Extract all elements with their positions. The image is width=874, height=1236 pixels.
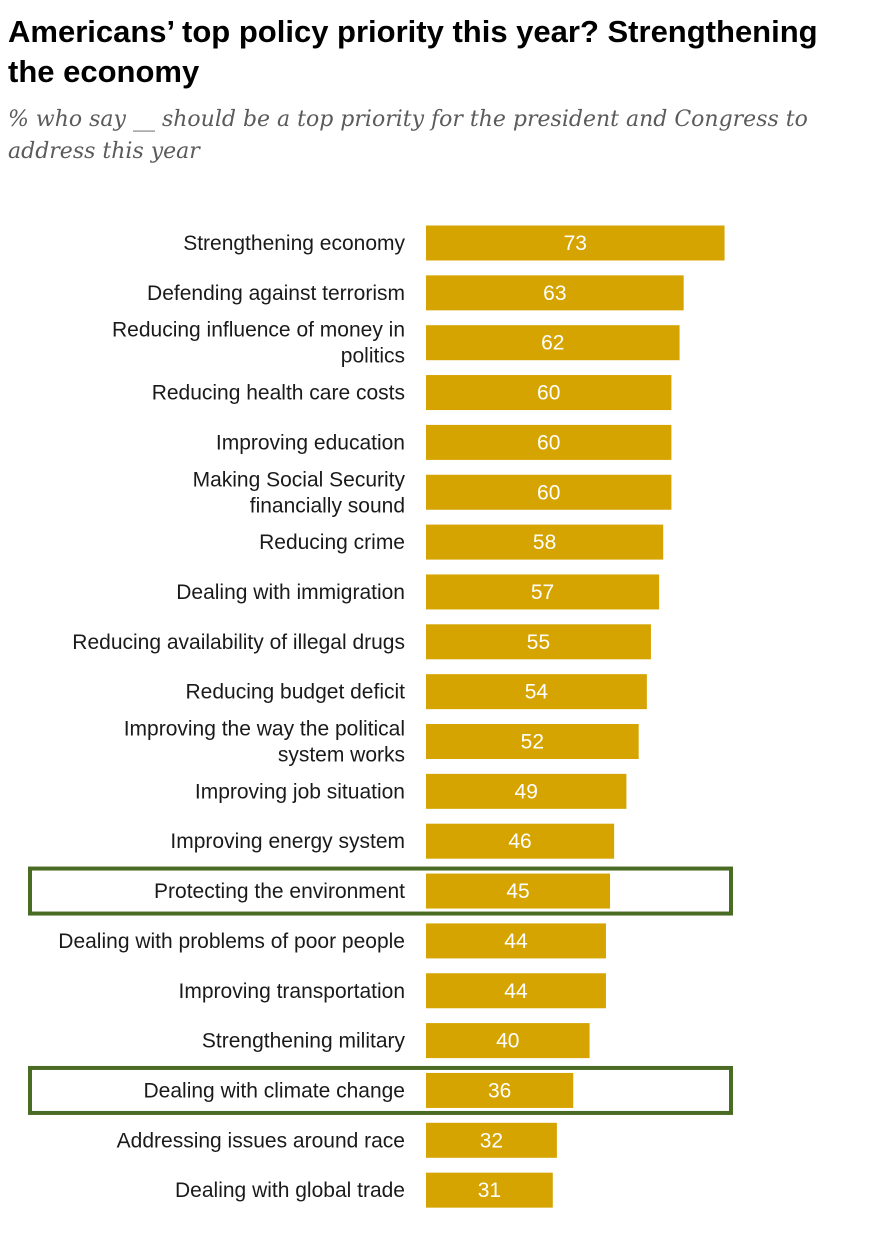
bar-value-label: 32	[480, 1129, 503, 1152]
category-label: Dealing with problems of poor people	[58, 930, 405, 953]
bar-value-label: 46	[508, 830, 531, 853]
bar-value-label: 73	[564, 232, 587, 255]
bar-value-label: 60	[537, 382, 560, 405]
bar	[426, 474, 672, 510]
bar	[426, 375, 672, 411]
bar	[426, 773, 627, 809]
bar-value-label: 55	[527, 631, 550, 654]
bar	[426, 1023, 590, 1059]
category-label: Addressing issues around race	[117, 1129, 405, 1152]
category-label: Dealing with immigration	[176, 581, 405, 604]
bar-row: 60 Making Social Security financially soun…	[193, 468, 672, 517]
bar	[426, 973, 606, 1009]
bar	[426, 524, 664, 560]
bar-value-label: 63	[543, 282, 566, 305]
bar-row: 73 Strengthening economy	[183, 225, 725, 261]
bar-row: 44 Dealing with problems of poor people	[58, 923, 606, 959]
bar-row: 52 Improving the way the political system …	[124, 718, 639, 767]
bar-value-label: 62	[541, 332, 564, 355]
bar-row: 63 Defending against terrorism	[147, 275, 684, 311]
bar-row: 44 Improving transportation	[179, 973, 606, 1009]
bar-row: 32 Addressing issues around race	[117, 1122, 557, 1158]
bar-value-label: 40	[496, 1030, 519, 1053]
bar-value-label: 45	[506, 880, 529, 903]
bar-value-label: 58	[533, 531, 556, 554]
bar-row: 60 Improving education	[216, 424, 672, 460]
bar-row: 57 Dealing with immigration	[176, 574, 660, 610]
bar-value-label: 44	[504, 980, 528, 1003]
category-label: Improving energy system	[170, 830, 405, 853]
category-label: Reducing availability of illegal drugs	[72, 631, 405, 654]
bar-row: 46 Improving energy system	[170, 823, 615, 859]
category-label: Reducing budget deficit	[186, 681, 406, 704]
bar-value-label: 54	[525, 681, 549, 704]
category-label: Strengthening military	[202, 1030, 406, 1053]
bar	[426, 574, 660, 610]
bar-row: 40 Strengthening military	[202, 1023, 590, 1059]
bar-row: 54 Reducing budget deficit	[186, 674, 647, 710]
bar	[426, 724, 639, 759]
bar-row: 36 Dealing with climate change	[28, 1065, 733, 1115]
bar-row: 62 Reducing influence of money in politics	[112, 319, 680, 368]
category-label: Improving education	[216, 431, 405, 454]
category-label: Protecting the environment	[154, 880, 405, 903]
bar-row: 60 Reducing health care costs	[152, 375, 672, 411]
category-label: Improving the way the political system wo…	[124, 718, 405, 767]
category-label: Improving job situation	[195, 780, 405, 803]
highlight-box	[28, 1065, 733, 1115]
bar	[426, 624, 651, 660]
bar-value-label: 31	[478, 1179, 501, 1202]
bar-row: 31 Dealing with global trade	[175, 1172, 553, 1208]
bar-value-label: 49	[515, 780, 538, 803]
category-label: Defending against terrorism	[147, 282, 405, 305]
bar	[426, 225, 725, 261]
category-label: Improving transportation	[179, 980, 405, 1003]
bar	[426, 325, 680, 361]
bar-value-label: 44	[504, 930, 528, 953]
bar-value-label: 52	[521, 731, 544, 754]
bar-row: 45 Protecting the environment	[28, 866, 733, 916]
category-label: Reducing health care costs	[152, 382, 405, 405]
bar	[426, 923, 606, 959]
bar	[426, 424, 672, 460]
bar	[426, 1072, 574, 1108]
bar-value-label: 60	[537, 431, 560, 454]
bar	[426, 1122, 557, 1158]
bar-row: 58 Reducing crime	[259, 524, 664, 560]
bar-value-label: 36	[488, 1079, 511, 1102]
bar-row: 49 Improving job situation	[195, 773, 627, 809]
category-label: Dealing with global trade	[175, 1179, 405, 1202]
bar	[426, 1172, 553, 1208]
highlight-box	[28, 866, 733, 916]
bar-value-label: 57	[531, 581, 554, 604]
bar	[426, 275, 684, 311]
bar-value-label: 60	[537, 481, 560, 504]
bar	[426, 823, 615, 859]
category-label: Reducing crime	[259, 531, 405, 554]
bar	[426, 674, 647, 710]
chart-subtitle: % who say __ should be a top priority fo…	[8, 107, 808, 164]
category-label: Reducing influence of money in politics	[112, 319, 405, 368]
category-label: Making Social Security financially sound	[193, 468, 406, 517]
bar-row: 55 Reducing availability of illegal drugs	[72, 624, 651, 660]
bar	[426, 873, 611, 909]
category-label: Dealing with climate change	[144, 1079, 405, 1102]
category-label: Strengthening economy	[183, 232, 405, 255]
chart-title: Americans’ top policy priority this year…	[8, 14, 818, 89]
